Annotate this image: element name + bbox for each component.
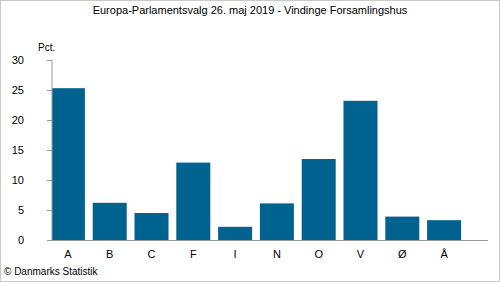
title: Europa-Parlamentsvalg 26. maj 2019 - Vin… xyxy=(93,4,408,16)
bar xyxy=(385,217,419,240)
y-tick-label: 10 xyxy=(12,174,24,186)
bars xyxy=(52,88,461,240)
chart: Europa-Parlamentsvalg 26. maj 2019 - Vin… xyxy=(0,0,500,282)
x-tick-label: Ø xyxy=(398,248,407,260)
y-tick-label: 15 xyxy=(12,144,24,156)
x-tick-label: Å xyxy=(440,248,448,260)
y-tick xyxy=(47,60,52,61)
x-tick-label: N xyxy=(273,248,281,260)
x-tick-label: V xyxy=(357,248,365,260)
y-label: Pct. xyxy=(38,42,55,53)
x-axis xyxy=(52,240,488,241)
bar xyxy=(344,101,378,240)
y-tick-label: 30 xyxy=(12,54,24,66)
y-tick xyxy=(47,90,52,91)
y-tick-label: 25 xyxy=(12,84,24,96)
x-tick-label: B xyxy=(106,248,113,260)
y-tick xyxy=(47,150,52,151)
y-tick-label: 5 xyxy=(18,204,24,216)
y-tick-label: 20 xyxy=(12,114,24,126)
x-tick-label: F xyxy=(190,248,197,260)
bar xyxy=(218,227,252,240)
bar xyxy=(260,203,294,240)
y-tick xyxy=(47,120,52,121)
bar xyxy=(176,163,210,240)
y-tick xyxy=(47,180,52,181)
y-tick xyxy=(47,240,52,241)
bar xyxy=(52,88,85,240)
bar xyxy=(93,203,127,240)
frame xyxy=(1,1,500,282)
bar xyxy=(427,220,461,240)
x-tick-label: A xyxy=(64,248,72,260)
x-tick-label: C xyxy=(148,248,156,260)
y-tick xyxy=(47,210,52,211)
bar xyxy=(135,213,169,240)
y-tick-label: 0 xyxy=(18,234,24,246)
source: © Danmarks Statistik xyxy=(4,266,99,277)
bar xyxy=(302,159,336,240)
x-tick-label: O xyxy=(314,248,323,260)
x-tick-label: I xyxy=(234,248,237,260)
